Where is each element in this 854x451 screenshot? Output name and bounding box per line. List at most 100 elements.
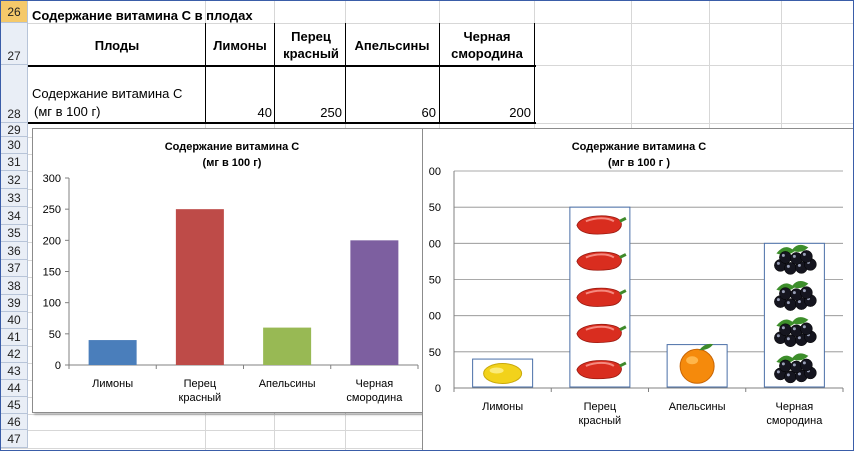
pepper-stem bbox=[619, 289, 627, 295]
row-header-30[interactable]: 30 bbox=[1, 137, 28, 154]
header-fruits[interactable]: Плоды bbox=[94, 38, 140, 53]
pepper-stem bbox=[619, 325, 627, 332]
chart1-x-tick-label: красный bbox=[179, 392, 222, 404]
row-label-line2[interactable]: (мг в 100 г) bbox=[34, 104, 101, 119]
currant-shine bbox=[781, 253, 785, 257]
chart1-x-tick-label: Черная bbox=[356, 378, 394, 390]
chart1-x-tick-label: смородина bbox=[346, 392, 403, 404]
header-pepper[interactable]: Перец красный bbox=[276, 28, 346, 62]
row-label-line1[interactable]: Содержание витамина С bbox=[32, 86, 183, 101]
chart2-x-tick-label: Черная bbox=[776, 401, 814, 413]
chart2-title-line: Содержание витамина С bbox=[571, 141, 707, 153]
currant-shine bbox=[802, 289, 806, 293]
header-currant-line2: смородина bbox=[451, 46, 523, 61]
currant-shine bbox=[781, 290, 785, 294]
chart2-y-tick-label: 00 bbox=[429, 311, 441, 323]
row-header-28[interactable]: 28 bbox=[1, 65, 28, 123]
chart2-plot: 0 50 00 50 00 50 00 Лимоны Перец красный Апельсины… bbox=[429, 166, 844, 427]
table-border-v1 bbox=[205, 23, 206, 123]
header-pepper-line2: красный bbox=[283, 46, 339, 61]
chart1-plot: 0 50 100 150 200 250 300 Лимоны Перец красный Апел… bbox=[43, 173, 419, 404]
blackcurrant-icon bbox=[800, 358, 813, 372]
chart2-title: Содержание витамина С (мг в 100 г ) bbox=[423, 139, 853, 171]
chart2-picture-bar bbox=[666, 343, 728, 388]
blackcurrant-icon bbox=[779, 251, 792, 264]
row-header-46[interactable]: 46 bbox=[1, 414, 28, 430]
row-header-37[interactable]: 37 bbox=[1, 260, 28, 277]
chart2-picture-bar bbox=[763, 242, 825, 388]
chart1-subtitle-line: (мг в 100 г) bbox=[202, 157, 262, 169]
pepper-highlight bbox=[585, 217, 615, 223]
row-header-42[interactable]: 42 bbox=[1, 346, 28, 363]
pepper-highlight bbox=[585, 361, 615, 367]
table-border-v3 bbox=[345, 23, 346, 123]
pepper-stem bbox=[619, 216, 627, 223]
row-header-45[interactable]: 45 bbox=[1, 397, 28, 414]
header-pepper-line1: Перец bbox=[291, 29, 331, 44]
currant-shine bbox=[776, 298, 780, 302]
currant-shine bbox=[792, 254, 796, 258]
currant-shine bbox=[786, 337, 790, 341]
blackcurrant-icon bbox=[800, 250, 813, 263]
chart2-x-tick-label: Лимоны bbox=[482, 401, 523, 413]
row-header-34[interactable]: 34 bbox=[1, 207, 28, 225]
chart1-y-tick-label: 150 bbox=[43, 267, 61, 279]
row-header-27[interactable]: 27 bbox=[1, 23, 28, 65]
chart1-y-tick-label: 0 bbox=[55, 360, 61, 372]
row-header-29[interactable]: 29 bbox=[1, 123, 28, 137]
row-header-35[interactable]: 35 bbox=[1, 225, 28, 242]
currant-shine bbox=[792, 363, 796, 367]
orange-icon bbox=[679, 348, 715, 384]
header-lemons[interactable]: Лимоны bbox=[213, 38, 267, 53]
row-header-32[interactable]: 32 bbox=[1, 171, 28, 189]
chart1-y-tick-label: 300 bbox=[43, 173, 61, 185]
grid-row-line bbox=[1, 23, 853, 24]
row-header-39[interactable]: 39 bbox=[1, 295, 28, 312]
header-currant-line1: Черная bbox=[463, 29, 511, 44]
row-header-43[interactable]: 43 bbox=[1, 363, 28, 380]
value-lemons[interactable]: 40 bbox=[257, 105, 272, 120]
currant-shine bbox=[792, 291, 796, 295]
currant-shine bbox=[792, 327, 796, 331]
chart1-x-tick-label: Перец bbox=[184, 378, 217, 390]
row-header-38[interactable]: 38 bbox=[1, 277, 28, 295]
table-border-bottom bbox=[28, 122, 536, 124]
vitamin-c-picture-chart[interactable]: Содержание витамина С (мг в 100 г ) 0 50 0… bbox=[422, 128, 853, 450]
chart1-bar bbox=[263, 327, 312, 365]
chart1-title-line: Содержание витамина С bbox=[164, 141, 300, 153]
row-header-40[interactable]: 40 bbox=[1, 312, 28, 329]
chart2-x-tick-label: Перец bbox=[584, 401, 617, 413]
sheet-title[interactable]: Содержание витамина С в плодах bbox=[32, 8, 253, 23]
header-currant[interactable]: Черная смородина bbox=[440, 28, 534, 62]
row-header-47[interactable]: 47 bbox=[1, 430, 28, 448]
chart2-y-tick-label: 0 bbox=[435, 383, 441, 395]
value-currant[interactable]: 200 bbox=[509, 105, 531, 120]
pepper-highlight bbox=[585, 325, 615, 331]
chart2-y-tick-label: 50 bbox=[429, 347, 441, 359]
chart2-x-tick-label: смородина bbox=[766, 415, 823, 427]
value-pepper[interactable]: 250 bbox=[320, 105, 342, 120]
currant-shine bbox=[786, 373, 790, 377]
table-border-v4 bbox=[439, 23, 440, 123]
chart2-y-tick-label: 50 bbox=[429, 202, 441, 214]
row-header-33[interactable]: 33 bbox=[1, 189, 28, 207]
blackcurrant-icon bbox=[779, 359, 792, 373]
row-header-44[interactable]: 44 bbox=[1, 380, 28, 397]
lemon-highlight bbox=[489, 367, 504, 374]
chart1-y-tick-label: 50 bbox=[49, 329, 61, 341]
chart2-x-tick-label: Апельсины bbox=[669, 401, 726, 413]
table-border-v2 bbox=[274, 23, 275, 123]
row-header-41[interactable]: 41 bbox=[1, 329, 28, 346]
value-oranges[interactable]: 60 bbox=[421, 105, 436, 120]
vitamin-c-bar-chart[interactable]: Содержание витамина С (мг в 100 г) 0 50 10… bbox=[32, 128, 432, 413]
currant-shine bbox=[797, 263, 801, 267]
row-header-36[interactable]: 36 bbox=[1, 242, 28, 260]
chart2-picture-bar bbox=[569, 206, 631, 388]
currant-shine bbox=[776, 334, 780, 338]
orange-highlight bbox=[686, 356, 699, 365]
table-border-header bbox=[28, 65, 536, 67]
row-header-26[interactable]: 26 bbox=[1, 1, 28, 23]
row-header-31[interactable]: 31 bbox=[1, 154, 28, 171]
chart1-x-tick-label: Апельсины bbox=[259, 378, 316, 390]
header-oranges[interactable]: Апельсины bbox=[354, 38, 430, 53]
